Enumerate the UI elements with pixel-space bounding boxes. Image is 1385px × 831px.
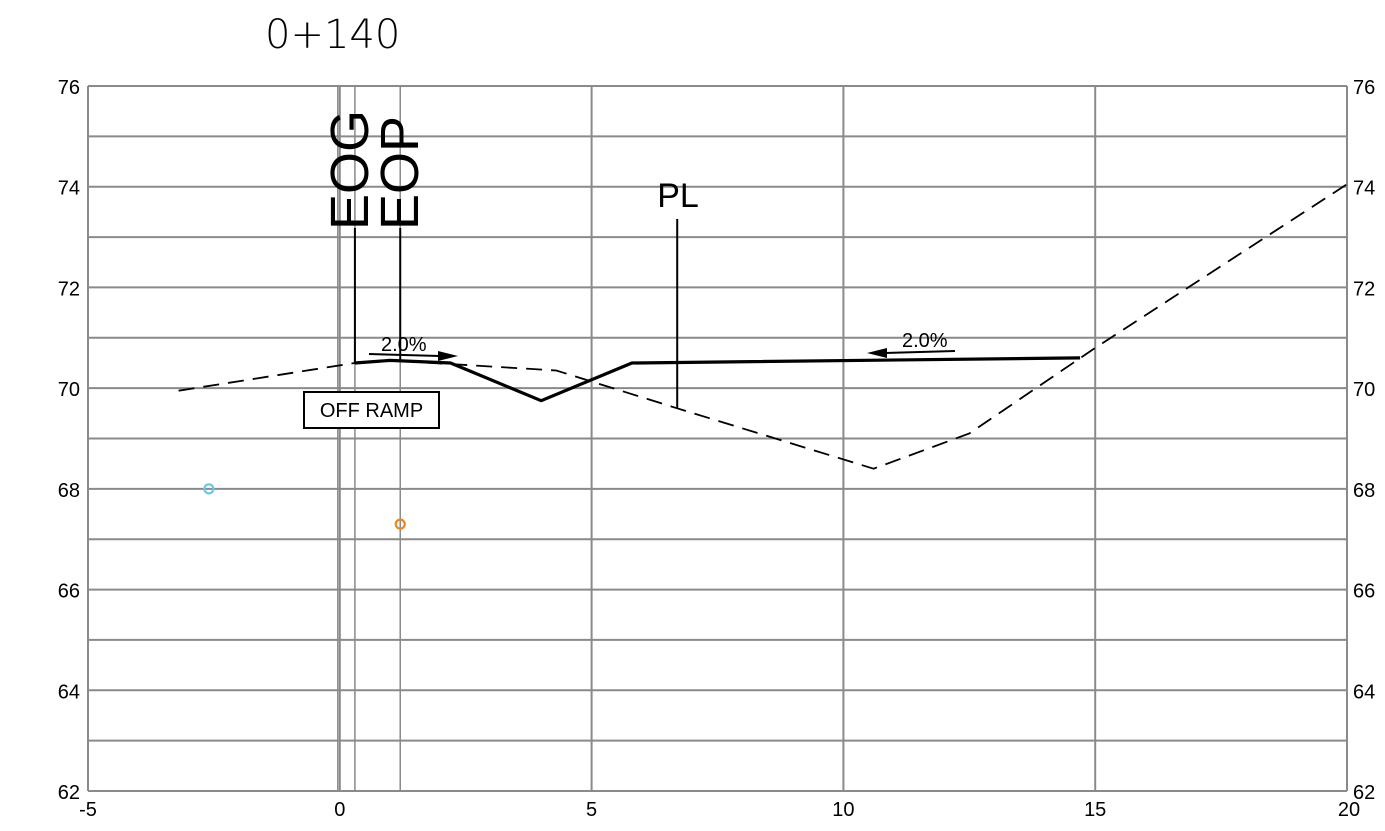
x-tick-label: -5	[79, 799, 97, 821]
eop-label: EOP	[370, 116, 430, 230]
y-tick-label-right: 68	[1353, 480, 1375, 502]
x-tick-label: 15	[1084, 799, 1106, 821]
y-tick-label-left: 66	[58, 581, 80, 603]
grid	[87, 85, 1348, 792]
off-ramp-label: OFF RAMP	[320, 400, 423, 422]
y-tick-label-left: 62	[58, 782, 80, 804]
y-tick-label-left: 74	[58, 178, 80, 200]
y-tick-label-left: 68	[58, 480, 80, 502]
tick-labels: 62 62 64 64 66 66 68 68 70 70 72 72 74 74 76 76 -5 0 5 10 15…	[58, 77, 1376, 821]
design-profile-line	[354, 356, 1081, 403]
survey-point	[394, 518, 406, 530]
slope-arrow-right-shaft	[884, 350, 956, 354]
profiles	[178, 183, 1348, 530]
slope-arrow-right-head	[867, 348, 887, 358]
x-tick-label: 10	[832, 799, 854, 821]
slope-arrow-left-shaft	[368, 353, 441, 357]
y-tick-label-right: 76	[1353, 77, 1375, 99]
slope-label-left: 2.0%	[381, 334, 427, 356]
reference-lines	[337, 86, 679, 791]
x-tick-label: 0	[334, 799, 345, 821]
y-tick-label-right: 72	[1353, 278, 1375, 300]
pl-label: PL	[657, 177, 699, 215]
y-tick-label-left: 64	[58, 681, 80, 703]
y-tick-label-right: 62	[1353, 782, 1375, 804]
survey-point	[203, 483, 215, 495]
y-tick-label-left: 70	[58, 379, 80, 401]
y-tick-label-right: 74	[1353, 178, 1375, 200]
x-tick-label: 5	[586, 799, 597, 821]
x-tick-label: 20	[1338, 799, 1360, 821]
off-ramp-box	[303, 391, 440, 429]
slope-label-right: 2.0%	[902, 330, 948, 352]
y-tick-label-left: 76	[58, 77, 80, 99]
y-tick-label-right: 70	[1353, 379, 1375, 401]
y-tick-label-right: 66	[1353, 581, 1375, 603]
y-tick-label-left: 72	[58, 278, 80, 300]
eog-label: EOG	[320, 110, 380, 230]
slope-arrow-left-head	[438, 351, 458, 361]
y-tick-label-right: 64	[1353, 681, 1375, 703]
station-title: 0+140	[265, 12, 400, 58]
